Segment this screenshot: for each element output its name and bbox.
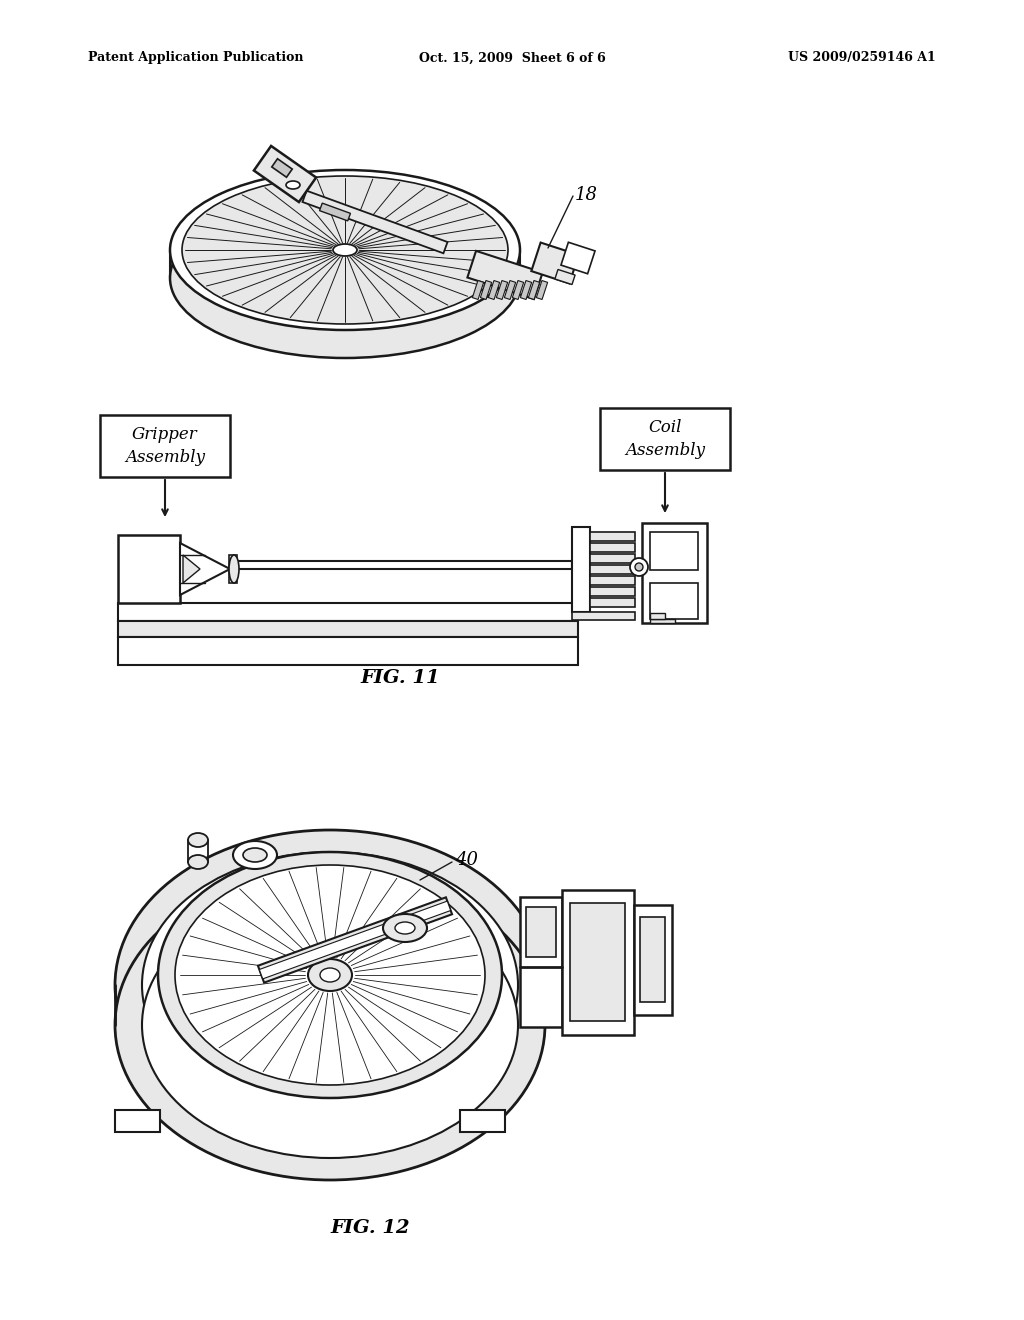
Ellipse shape: [395, 921, 415, 935]
Polygon shape: [520, 281, 531, 300]
Bar: [100, 414, 230, 477]
Polygon shape: [561, 243, 595, 273]
Polygon shape: [183, 554, 200, 583]
Polygon shape: [258, 898, 452, 982]
Text: FIG. 11: FIG. 11: [360, 669, 440, 686]
Ellipse shape: [229, 554, 239, 583]
Text: Patent Application Publication: Patent Application Publication: [88, 51, 303, 65]
Text: FIG. 12: FIG. 12: [330, 1218, 410, 1237]
Text: US 2009/0259146 A1: US 2009/0259146 A1: [788, 51, 936, 65]
Polygon shape: [467, 251, 543, 300]
Ellipse shape: [635, 564, 643, 572]
Ellipse shape: [170, 170, 520, 330]
Bar: [590, 532, 635, 541]
Bar: [590, 543, 635, 552]
Bar: [520, 898, 562, 1027]
Polygon shape: [180, 543, 230, 595]
Ellipse shape: [243, 847, 267, 862]
Ellipse shape: [233, 841, 278, 869]
Text: Coil
Assembly: Coil Assembly: [625, 420, 705, 458]
Text: 18: 18: [575, 186, 598, 205]
Bar: [590, 598, 635, 607]
Bar: [237, 561, 572, 569]
Bar: [650, 583, 698, 619]
Ellipse shape: [188, 833, 208, 847]
Polygon shape: [480, 281, 492, 300]
Ellipse shape: [115, 830, 545, 1140]
Ellipse shape: [383, 913, 427, 942]
Polygon shape: [488, 281, 500, 300]
Ellipse shape: [319, 968, 340, 982]
Text: Oct. 15, 2009  Sheet 6 of 6: Oct. 15, 2009 Sheet 6 of 6: [419, 51, 605, 65]
Text: Gripper
Assembly: Gripper Assembly: [125, 426, 205, 466]
Bar: [590, 565, 635, 574]
Ellipse shape: [158, 851, 502, 1098]
Polygon shape: [528, 281, 540, 300]
Polygon shape: [537, 281, 548, 300]
Polygon shape: [531, 243, 579, 284]
Ellipse shape: [333, 244, 357, 256]
Polygon shape: [472, 281, 483, 300]
Bar: [650, 532, 698, 570]
Ellipse shape: [188, 855, 208, 869]
Bar: [562, 890, 634, 1035]
Bar: [229, 569, 237, 583]
Bar: [590, 554, 635, 564]
Bar: [229, 554, 237, 569]
Polygon shape: [302, 190, 447, 253]
Bar: [572, 612, 635, 620]
Ellipse shape: [286, 181, 300, 189]
Bar: [118, 638, 578, 665]
Bar: [118, 535, 180, 603]
Polygon shape: [319, 203, 350, 220]
Bar: [634, 906, 672, 1015]
Bar: [590, 587, 635, 597]
Bar: [572, 527, 590, 612]
Polygon shape: [497, 281, 508, 300]
Bar: [590, 576, 635, 585]
Polygon shape: [271, 158, 292, 177]
Polygon shape: [505, 281, 516, 300]
Ellipse shape: [630, 558, 648, 576]
Text: 40: 40: [455, 851, 478, 869]
Bar: [640, 917, 665, 1002]
Ellipse shape: [182, 176, 508, 323]
Bar: [650, 612, 665, 619]
Bar: [118, 620, 578, 638]
Bar: [115, 1110, 160, 1133]
Bar: [650, 619, 675, 623]
Bar: [460, 1110, 505, 1133]
Ellipse shape: [115, 870, 545, 1180]
Polygon shape: [555, 269, 575, 285]
Ellipse shape: [142, 892, 518, 1158]
Polygon shape: [254, 147, 316, 202]
Bar: [570, 903, 625, 1020]
Polygon shape: [259, 902, 451, 979]
Ellipse shape: [308, 960, 352, 991]
Bar: [642, 523, 707, 623]
Bar: [118, 603, 578, 620]
Bar: [526, 907, 556, 957]
Ellipse shape: [170, 198, 520, 358]
Bar: [600, 408, 730, 470]
Polygon shape: [512, 281, 523, 300]
Ellipse shape: [175, 865, 485, 1085]
Ellipse shape: [142, 851, 518, 1118]
